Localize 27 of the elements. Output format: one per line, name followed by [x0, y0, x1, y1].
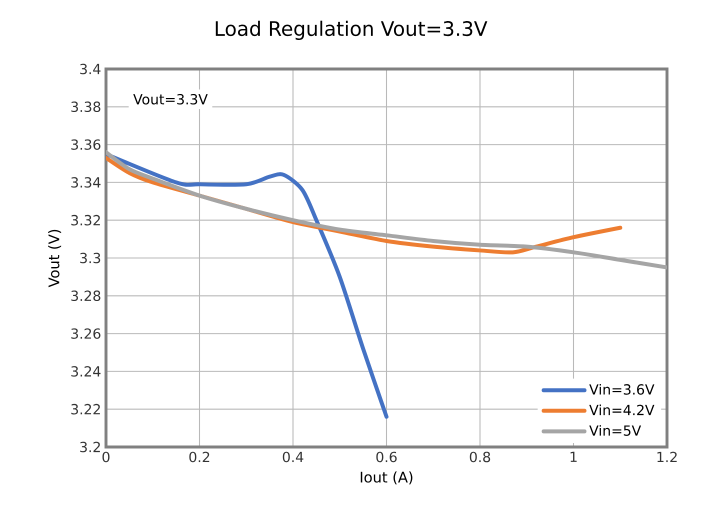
- y-tick-label: 3.38: [71, 102, 100, 112]
- y-axis-title: Vout (V): [48, 230, 62, 288]
- legend-label: Vin=3.6V: [589, 384, 654, 395]
- legend-label: Vin=5V: [589, 425, 642, 436]
- y-tick-label: 3.24: [71, 366, 101, 377]
- x-axis-title: Iout (A): [360, 471, 412, 484]
- y-tick-label: 3.22: [71, 404, 100, 414]
- x-tick-label: 0.8: [470, 452, 490, 462]
- x-tick-label: 1.2: [657, 452, 677, 462]
- chart-title: Load Regulation Vout=3.3V: [216, 20, 488, 40]
- line-series: [106, 150, 668, 270]
- y-tick-label: 3.4: [80, 64, 101, 74]
- x-tick-label: 0.4: [282, 452, 304, 462]
- y-tick-label: 3.3: [80, 252, 100, 264]
- legend-label: Vin=4.2V: [589, 404, 654, 416]
- x-tick-label: 0.6: [376, 452, 397, 462]
- x-tick-label: 1: [570, 452, 577, 462]
- y-tick-label: 3.32: [71, 214, 100, 226]
- x-tick-label: 0.2: [189, 452, 210, 462]
- x-tick-label: 0: [102, 452, 110, 462]
- line-series: [106, 152, 388, 419]
- annotation: Vout=3.3V: [133, 94, 208, 104]
- y-tick-label: 3.2: [80, 442, 100, 452]
- y-tick-label: 3.26: [71, 328, 100, 339]
- y-tick-label: 3.28: [71, 290, 100, 302]
- y-tick-label: 3.36: [71, 139, 100, 150]
- y-tick-label: 3.34: [71, 177, 101, 188]
